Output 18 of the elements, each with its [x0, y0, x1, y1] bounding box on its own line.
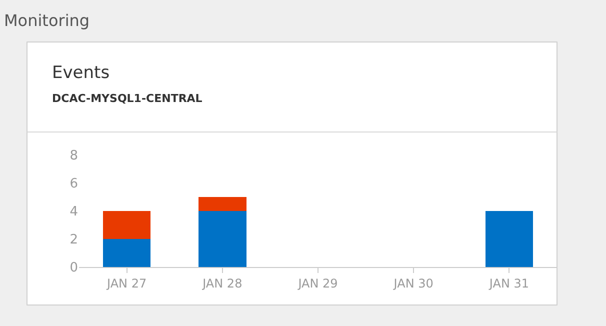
- x-tick-label: JAN 31: [488, 276, 530, 290]
- y-tick-label: 4: [70, 204, 78, 220]
- chart-subtitle: DCAC-MYSQL1-CENTRAL: [52, 92, 202, 105]
- x-tick-label: JAN 27: [106, 276, 147, 290]
- chart-title: Events: [52, 63, 110, 83]
- y-tick-label: 6: [70, 176, 78, 192]
- y-tick-label: 8: [70, 148, 78, 164]
- bar: [198, 211, 246, 267]
- bar: [485, 211, 534, 267]
- y-tick-label: 0: [70, 260, 78, 276]
- bar: [198, 197, 246, 211]
- text: Monitoring: [4, 11, 90, 30]
- x-tick-label: JAN 30: [392, 276, 434, 290]
- x-tick-label: JAN 29: [297, 276, 338, 290]
- bar: [102, 239, 151, 267]
- y-tick-label: 2: [70, 232, 78, 248]
- bar: [102, 211, 151, 239]
- x-tick-label: JAN 28: [202, 276, 242, 290]
